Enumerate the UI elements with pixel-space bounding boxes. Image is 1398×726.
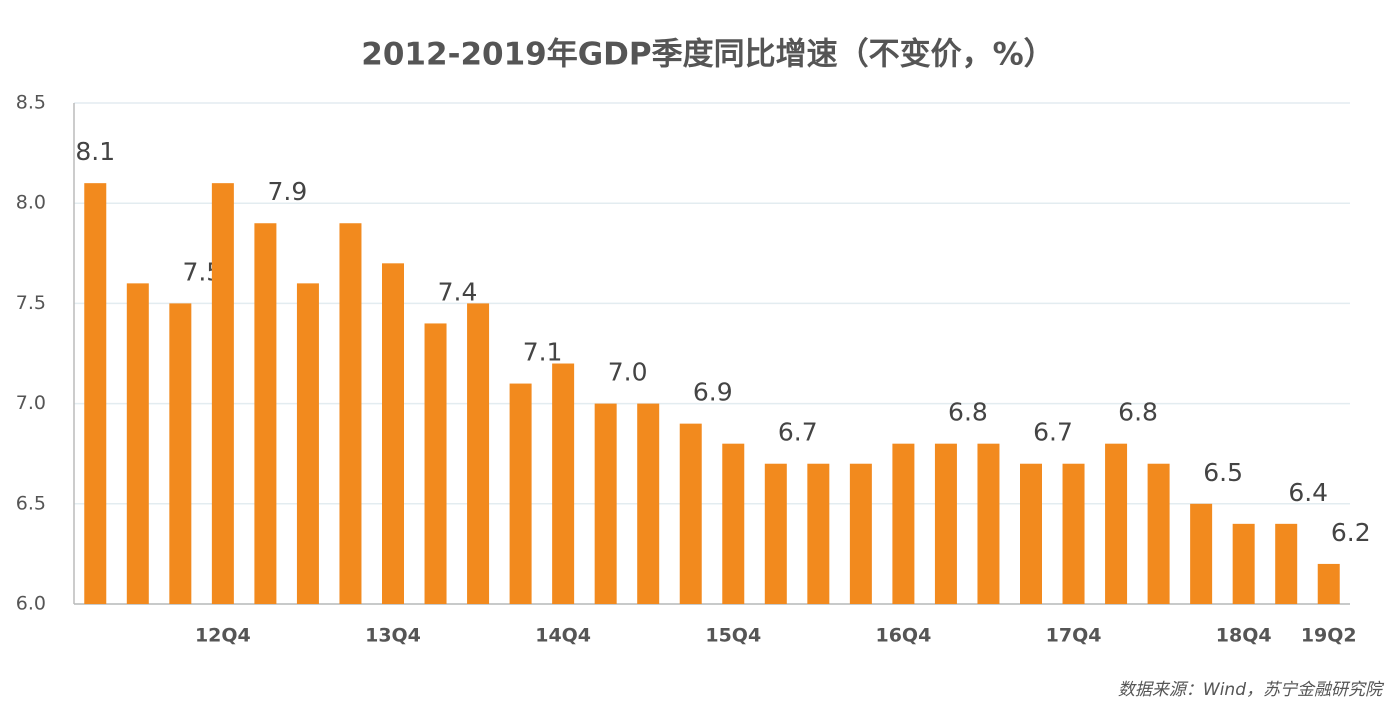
chart-title: 2012-2019年GDP季度同比增速（不变价，%） [361,37,1054,73]
bar [1190,503,1213,604]
x-tick-label: 13Q4 [365,625,421,647]
data-label: 7.4 [438,277,478,306]
bar [1317,563,1340,604]
bar [1020,463,1042,604]
y-tick-label: 6.5 [16,492,46,514]
bar [1105,443,1128,604]
data-label: 7.9 [268,177,308,206]
x-tick-label: 15Q4 [705,625,761,647]
y-tick-label: 6.0 [16,593,46,615]
bar [637,403,660,604]
source-note: 数据来源：Wind，苏宁金融研究院 [1118,680,1385,700]
data-label: 6.8 [948,398,988,427]
bar [1147,463,1170,604]
x-tick-label: 14Q4 [535,625,591,647]
data-label: 6.9 [693,378,733,407]
bar [977,443,1000,604]
bar [211,183,234,604]
bar [467,303,490,604]
x-tick-label: 16Q4 [875,625,931,647]
data-label: 6.2 [1331,518,1371,547]
bar [169,303,192,604]
bar [1275,523,1298,604]
data-label: 6.8 [1118,398,1158,427]
bar [552,363,575,604]
data-label: 6.7 [1033,418,1073,447]
data-label: 6.7 [778,418,818,447]
bar [764,463,787,604]
bar [84,183,107,604]
bar [807,463,830,604]
x-tick-label: 17Q4 [1046,625,1102,647]
bar [934,443,957,604]
bar [594,403,617,604]
x-tick-label: 12Q4 [195,625,251,647]
bar [722,443,745,604]
bar [424,323,447,604]
x-tick-label: 19Q2 [1301,625,1357,647]
bar [254,223,277,605]
data-label: 6.4 [1288,478,1328,507]
bar [339,223,362,605]
data-label: 8.1 [75,137,115,166]
bar [382,263,404,604]
bar [126,283,149,604]
bar [1232,523,1255,604]
data-label: 7.1 [523,338,563,367]
bar [679,423,702,604]
bar [892,443,915,604]
data-label: 7.0 [608,358,648,387]
bar [509,383,532,604]
y-tick-label: 7.5 [16,292,46,314]
bar [849,463,872,604]
y-tick-label: 8.5 [16,92,46,114]
x-tick-label: 18Q4 [1216,625,1272,647]
bar [1062,463,1085,604]
y-tick-label: 8.0 [16,192,46,214]
data-label: 6.5 [1203,458,1243,487]
y-tick-label: 7.0 [16,392,46,414]
bar [296,283,319,604]
